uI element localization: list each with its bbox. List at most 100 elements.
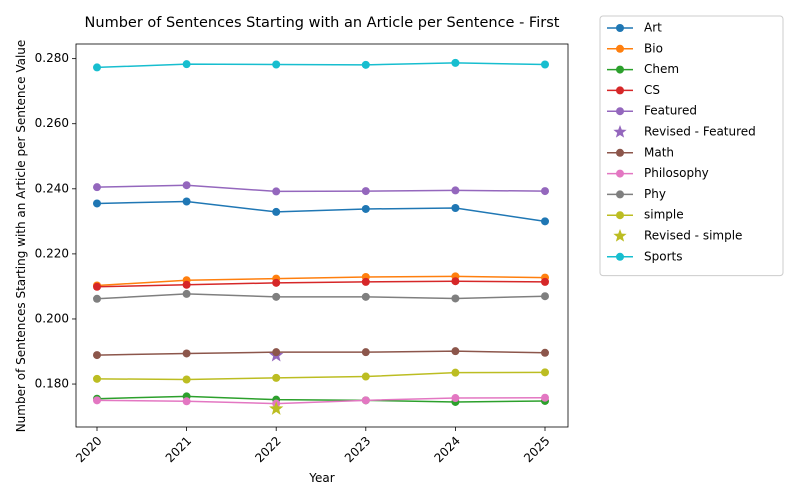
data-point [93, 199, 101, 208]
data-point [272, 348, 281, 357]
data-point [451, 277, 460, 286]
x-tick-label: 2021 [163, 434, 194, 465]
data-point [361, 187, 370, 196]
data-point [182, 397, 191, 406]
series-line [96, 350, 546, 356]
data-point [361, 277, 370, 286]
legend-marker [616, 44, 624, 53]
legend-item-cs: CS [607, 83, 660, 97]
data-point [272, 207, 281, 216]
legend-marker [616, 211, 624, 220]
legend-marker [616, 65, 624, 74]
data-point [182, 197, 191, 206]
series-chem [93, 392, 549, 406]
series-art [93, 197, 549, 226]
legend-marker [616, 148, 624, 157]
data-point [272, 187, 281, 196]
series-line [96, 275, 546, 287]
legend-item-bio: Bio [607, 41, 663, 55]
series-philosophy [93, 393, 549, 408]
legend-item-art: Art [607, 21, 662, 35]
legend-item-featured: Featured [607, 104, 697, 118]
legend-label: Phy [644, 187, 666, 201]
legend-star-marker [613, 229, 627, 242]
legend-marker [616, 86, 624, 95]
data-point [541, 187, 549, 196]
data-point [451, 368, 460, 377]
series-sports [93, 58, 549, 72]
legend-label: Chem [644, 62, 679, 76]
data-point [182, 181, 191, 190]
data-point [361, 292, 370, 301]
data-point [93, 396, 101, 405]
legend-marker [616, 107, 624, 116]
legend-marker [616, 252, 624, 261]
legend-label: Math [644, 145, 674, 159]
plot-frame [75, 43, 569, 428]
series-line [96, 62, 546, 69]
data-point [361, 396, 370, 405]
data-point [272, 278, 281, 287]
data-point [93, 282, 101, 291]
data-point [93, 374, 101, 383]
x-axis-label: Year [308, 471, 334, 485]
data-point [182, 349, 191, 358]
y-tick-label: 0.280 [35, 51, 69, 65]
x-tick-label: 2024 [431, 434, 462, 465]
data-point [272, 292, 281, 301]
legend-label: Revised - Featured [644, 125, 756, 139]
y-axis-label: Number of Sentences Starting with an Art… [14, 40, 28, 433]
series-math [93, 347, 549, 360]
data-point [451, 186, 460, 195]
x-tick-label: 2020 [73, 434, 104, 465]
y-tick-label: 0.180 [35, 377, 69, 391]
legend-label: Art [644, 21, 662, 35]
data-point [541, 348, 549, 357]
series-line [96, 293, 546, 300]
data-point [541, 217, 549, 226]
data-point [541, 277, 549, 286]
series-phy [93, 289, 549, 303]
legend-item-phy: Phy [607, 187, 666, 201]
data-point [182, 375, 191, 384]
legend-item-simple: simple [607, 208, 684, 222]
legend-item-revised-simple: Revised - simple [613, 229, 742, 243]
data-point [93, 294, 101, 303]
legend-label: simple [644, 208, 684, 222]
y-axis: 0.180 0.200 0.220 0.240 0.260 0.280 [35, 51, 76, 391]
data-point [451, 394, 460, 403]
legend-box [599, 15, 784, 277]
data-point [541, 60, 549, 69]
series-line [96, 395, 546, 403]
data-point [541, 292, 549, 301]
y-tick-label: 0.240 [35, 181, 69, 195]
legend: Art Bio Chem CS Featured Revised - Featured Ma… [599, 15, 784, 277]
data-point [451, 347, 460, 356]
data-point [541, 393, 549, 402]
data-point [361, 204, 370, 213]
data-point [361, 348, 370, 357]
star-point [269, 401, 284, 415]
data-point [93, 63, 101, 72]
y-tick-label: 0.200 [35, 311, 69, 325]
series-line [96, 371, 546, 381]
series-revised-simple [269, 401, 284, 415]
legend-marker [616, 169, 624, 178]
data-point [182, 60, 191, 69]
legend-label: Revised - simple [644, 229, 742, 243]
y-tick-label: 0.260 [35, 116, 69, 130]
data-point [182, 289, 191, 298]
series-line [96, 200, 546, 223]
x-tick-label: 2023 [342, 434, 373, 465]
data-point [541, 368, 549, 377]
legend-item-sports: Sports [607, 249, 682, 263]
legend-label: Philosophy [644, 166, 709, 180]
x-tick-label: 2025 [521, 434, 552, 465]
series-featured [93, 181, 549, 196]
legend-item-revised-featured: Revised - Featured [613, 125, 756, 139]
data-point [93, 351, 101, 360]
data-point [182, 280, 191, 289]
data-point [272, 60, 281, 69]
series-line [96, 396, 546, 405]
